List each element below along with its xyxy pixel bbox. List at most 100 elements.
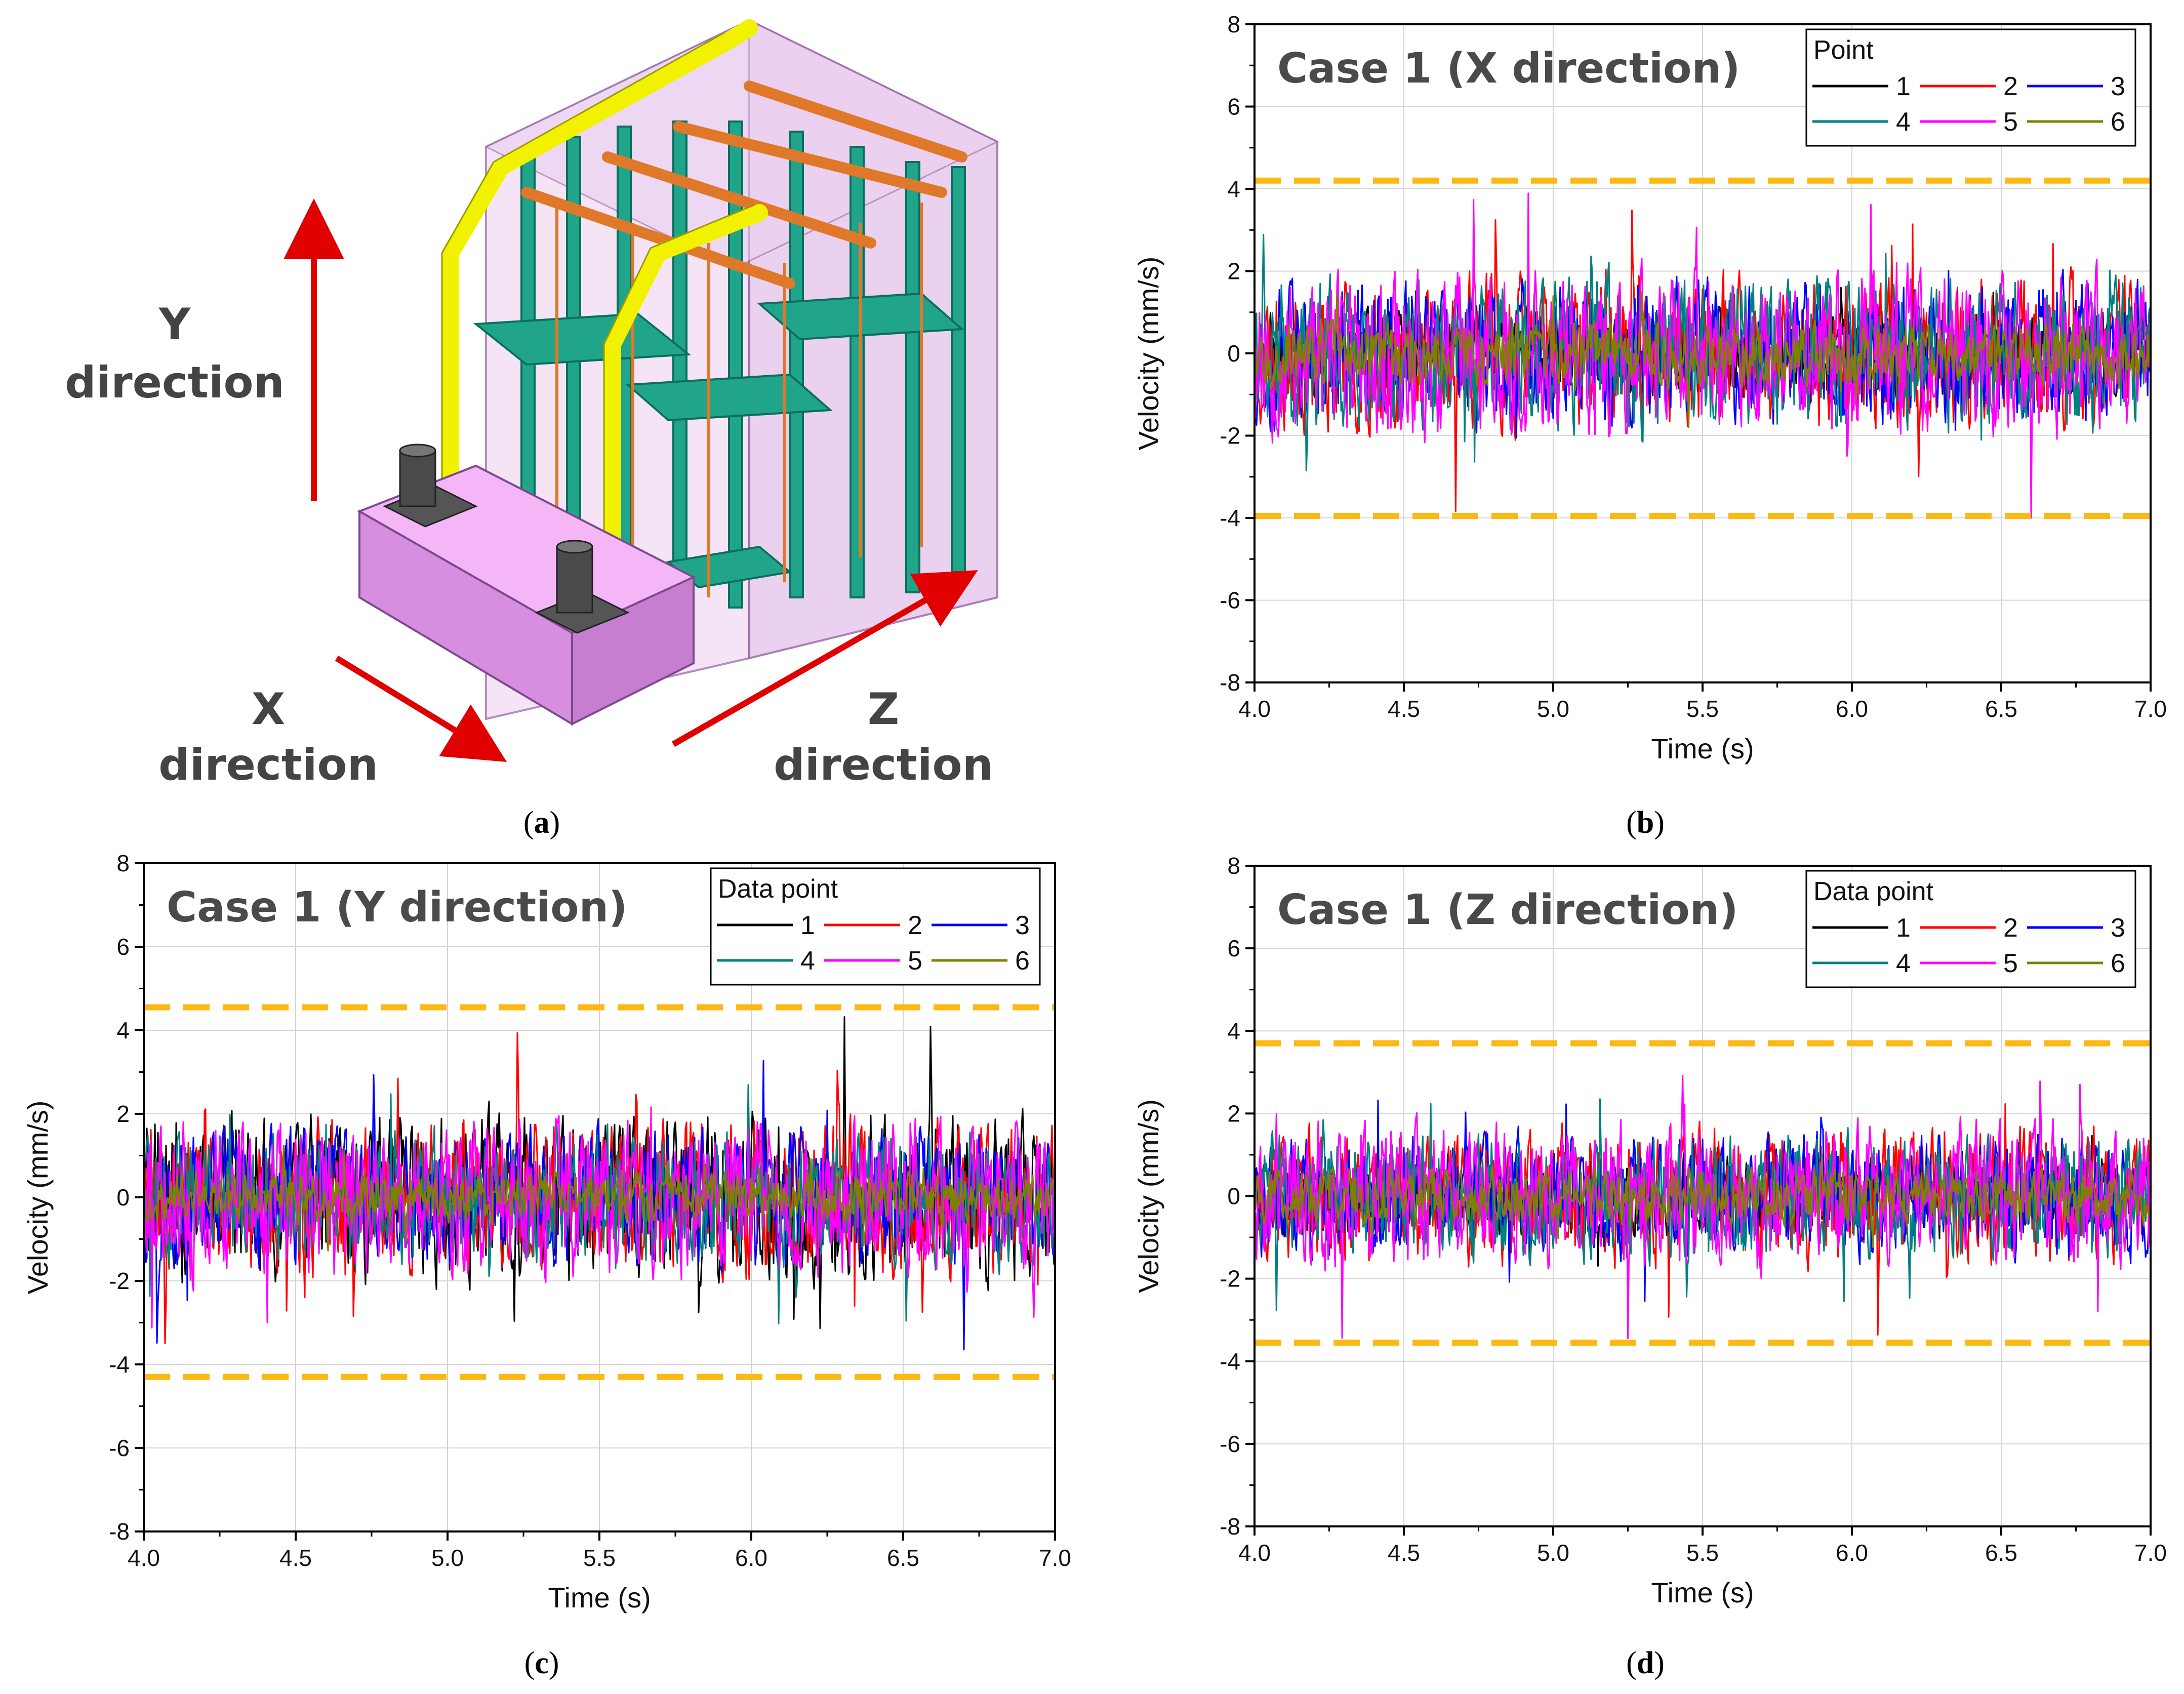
legend: Point 1 2 3 4 5 6 bbox=[1805, 28, 2136, 147]
x-tick-label: 6.5 bbox=[1985, 1540, 2017, 1566]
chart-title: Case 1 (Y direction) bbox=[167, 883, 627, 932]
chart-title: Case 1 (Z direction) bbox=[1277, 886, 1738, 934]
series-line-4 bbox=[1253, 233, 2152, 471]
x-tick-label: 6.5 bbox=[1985, 696, 2017, 722]
y-tick-label: 0 bbox=[1227, 1183, 1240, 1209]
legend-label-3: 3 bbox=[1015, 911, 1030, 940]
x-tick-label: 5.5 bbox=[1686, 1540, 1719, 1566]
pump-base-side bbox=[571, 575, 695, 726]
legend-label-2: 2 bbox=[908, 911, 922, 940]
series-line-6 bbox=[1253, 1153, 2152, 1248]
x-tick-label: 7.0 bbox=[2134, 1540, 2167, 1566]
legend-label-1: 1 bbox=[1896, 72, 1911, 101]
y-tick-label: -4 bbox=[1220, 505, 1240, 531]
legend-label-5: 5 bbox=[2003, 949, 2018, 978]
panel-a-caption: (a) bbox=[523, 805, 560, 840]
x-tick-label: 5.5 bbox=[583, 1545, 616, 1571]
y-tick-label: 2 bbox=[1227, 1100, 1240, 1126]
y-tick-label: -8 bbox=[1220, 669, 1240, 696]
y-direction-label-1: Y bbox=[158, 299, 191, 350]
y-tick-label: 6 bbox=[1227, 935, 1240, 961]
panel-a-illustration: Y direction X direction Z direction (a) bbox=[65, 18, 999, 840]
yellow-pipe-outline bbox=[441, 32, 755, 577]
panel-caption: (d) bbox=[1626, 1646, 1665, 1680]
y-tick-label: 6 bbox=[1227, 94, 1240, 120]
legend-label-4: 4 bbox=[800, 946, 815, 976]
chart-b: 4.0 4.5 5.0 5.5 6.0 6.5 7.0 8 6 4 2 0 -2 -4 -6 -8 Time (… bbox=[1133, 11, 2167, 840]
x-tick-label: 4.0 bbox=[1238, 1540, 1271, 1566]
x-tick-label: 4.0 bbox=[128, 1545, 160, 1571]
legend-label-6: 6 bbox=[2111, 949, 2125, 978]
y-axis-label: Velocity (mm/s) bbox=[1133, 1099, 1164, 1293]
pump-right bbox=[535, 540, 630, 634]
series-line-5 bbox=[143, 1106, 1056, 1329]
y-axis-label: Velocity (mm/s) bbox=[1133, 257, 1164, 451]
y-tick-label: -6 bbox=[109, 1435, 130, 1461]
y-tick-label: 8 bbox=[1227, 853, 1240, 879]
legend-label-4: 4 bbox=[1896, 107, 1911, 137]
series-line-6 bbox=[143, 1144, 1056, 1251]
y-tick-label: -6 bbox=[1220, 587, 1240, 614]
legend-label-1: 1 bbox=[1896, 913, 1911, 943]
legend-box bbox=[1805, 870, 2136, 988]
x-tick-label: 4.5 bbox=[279, 1545, 312, 1571]
y-tick-label: 4 bbox=[1227, 176, 1240, 202]
chart-title: Case 1 (X direction) bbox=[1277, 45, 1740, 93]
legend-label-1: 1 bbox=[800, 911, 815, 940]
y-tick-label: 0 bbox=[1227, 340, 1240, 367]
y-direction-label-2: direction bbox=[65, 357, 285, 408]
x-tick-label: 5.5 bbox=[1686, 696, 1719, 722]
x-tick-label: 7.0 bbox=[1039, 1545, 1071, 1571]
y-tick-label: -8 bbox=[1220, 1513, 1240, 1540]
y-tick-label: 8 bbox=[116, 850, 130, 876]
y-tick-label: 4 bbox=[116, 1017, 130, 1043]
legend-title: Data point bbox=[1813, 877, 1934, 906]
y-tick-label: 0 bbox=[116, 1184, 130, 1211]
x-tick-label: 6.5 bbox=[887, 1545, 919, 1571]
legend-label-6: 6 bbox=[2111, 107, 2125, 137]
panel-caption: (c) bbox=[524, 1646, 559, 1680]
y-tick-label: -2 bbox=[1220, 1266, 1240, 1292]
legend-label-6: 6 bbox=[1015, 946, 1030, 976]
y-tick-label: -6 bbox=[1220, 1431, 1240, 1457]
legend-label-5: 5 bbox=[908, 946, 922, 976]
series-line-3 bbox=[143, 1060, 1056, 1351]
legend-box bbox=[1805, 28, 2136, 147]
legend-box bbox=[710, 867, 1041, 986]
x-tick-label: 4.5 bbox=[1388, 696, 1420, 722]
x-tick-label: 5.0 bbox=[1537, 696, 1569, 722]
pump-left bbox=[383, 443, 478, 528]
z-direction-label-1: Z bbox=[868, 684, 899, 735]
x-axis-label: Time (s) bbox=[1651, 1577, 1754, 1608]
series-line-5 bbox=[1253, 1074, 2152, 1340]
z-direction-label-2: direction bbox=[774, 740, 993, 790]
y-tick-label: -2 bbox=[1220, 423, 1240, 449]
x-tick-label: 6.0 bbox=[1836, 696, 1868, 722]
series-group bbox=[143, 1016, 1056, 1351]
x-tick-label: 7.0 bbox=[2134, 696, 2167, 722]
orange-piping bbox=[521, 80, 967, 289]
x-axis-label: Time (s) bbox=[1651, 733, 1754, 764]
y-tick-label: 8 bbox=[1227, 11, 1240, 37]
legend-label-5: 5 bbox=[2003, 107, 2018, 137]
series-group bbox=[1253, 192, 2152, 519]
y-tick-label: -4 bbox=[109, 1351, 130, 1378]
x-tick-label: 6.0 bbox=[1836, 1540, 1868, 1566]
series-line-6 bbox=[1253, 291, 2152, 428]
legend-label-4: 4 bbox=[1896, 949, 1911, 978]
legend: Data point 1 2 3 4 5 6 bbox=[710, 867, 1041, 986]
y-tick-label: -4 bbox=[1220, 1348, 1240, 1375]
x-tick-label: 5.0 bbox=[431, 1545, 464, 1571]
series-line-5 bbox=[1253, 192, 2152, 519]
y-tick-label: 4 bbox=[1227, 1018, 1240, 1044]
z-direction-arrow bbox=[672, 570, 978, 747]
yellow-main-pipes bbox=[442, 19, 768, 586]
x-tick-label: 4.0 bbox=[1238, 696, 1271, 722]
y-tick-label: 6 bbox=[116, 934, 130, 960]
x-tick-label: 5.0 bbox=[1537, 1540, 1569, 1566]
legend-label-3: 3 bbox=[2111, 72, 2125, 101]
y-axis-label: Velocity (mm/s) bbox=[22, 1101, 54, 1295]
y-tick-label: 2 bbox=[116, 1101, 130, 1127]
